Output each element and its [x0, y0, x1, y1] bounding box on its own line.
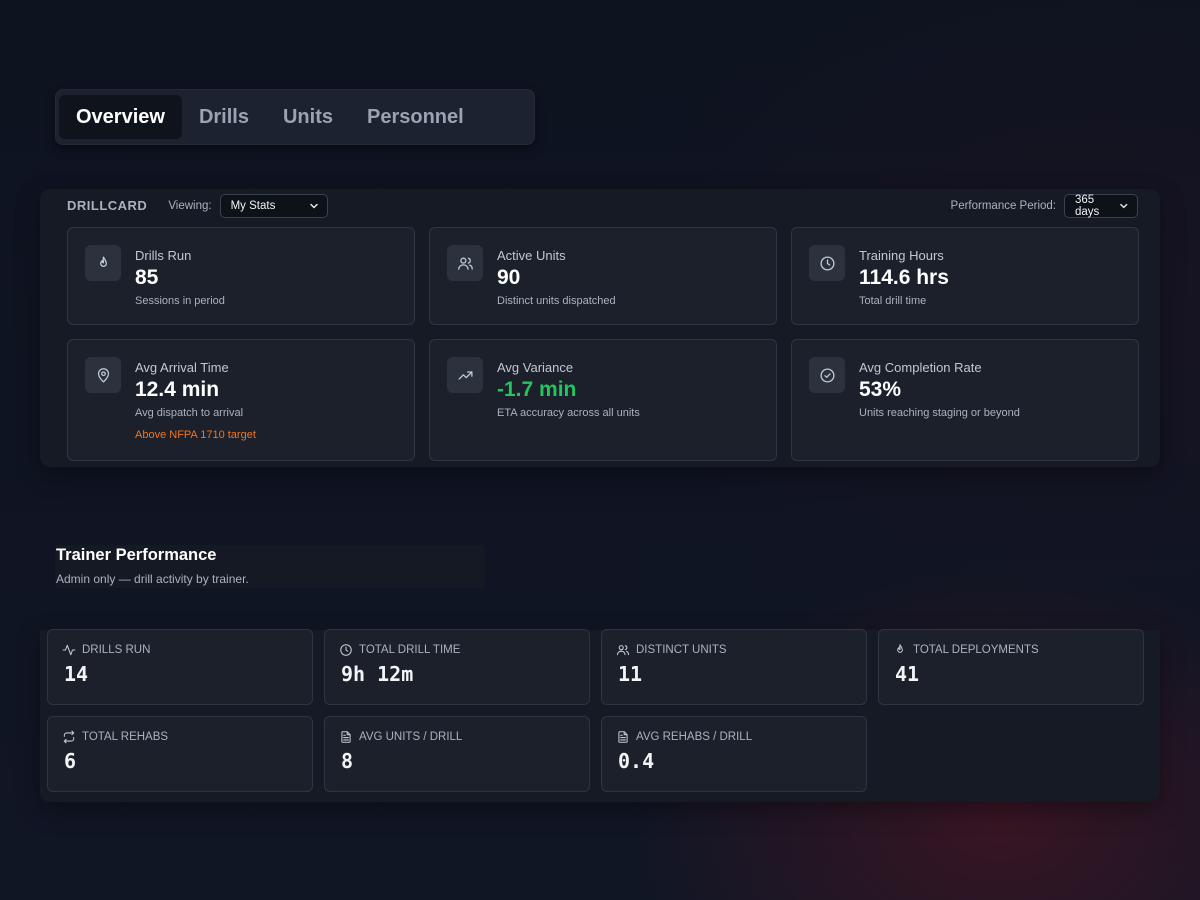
activity-icon: [62, 644, 76, 656]
period-select-value: 365 days: [1075, 193, 1100, 218]
metric-card-drills-run: DRILLS RUN 14: [47, 629, 313, 705]
clock-icon: [809, 245, 845, 281]
stat-card-avg-completion: Avg Completion Rate 53% Units reaching s…: [791, 339, 1139, 461]
metric-card-avg-units-per-drill: AVG UNITS / DRILL 8: [324, 716, 590, 792]
file-text-icon: [618, 731, 628, 743]
viewing-select[interactable]: My Stats: [219, 193, 328, 218]
warning-text: Above NFPA 1710 target: [135, 429, 256, 441]
stat-subtitle: Distinct units dispatched: [497, 295, 616, 307]
main-tabs: Overview Drills Units Personnel: [55, 89, 535, 145]
stat-value: 90: [497, 266, 521, 289]
metric-label: DISTINCT UNITS: [616, 643, 727, 657]
repeat-icon: [63, 730, 75, 744]
stat-label: Active Units: [497, 248, 566, 263]
stat-subtitle: Sessions in period: [135, 295, 225, 307]
period-label: Performance Period:: [950, 199, 1056, 212]
viewing-select-value: My Stats: [230, 199, 276, 212]
stat-card-avg-variance: Avg Variance -1.7 min ETA accuracy acros…: [429, 339, 777, 461]
period-select[interactable]: 365 days: [1064, 193, 1138, 218]
metric-card-total-deployments: TOTAL DEPLOYMENTS 41: [878, 629, 1144, 705]
users-icon: [447, 245, 483, 281]
metric-label: AVG REHABS / DRILL: [616, 730, 752, 744]
stat-value: -1.7 min: [497, 378, 577, 401]
stat-card-drills-run: Drills Run 85 Sessions in period: [67, 227, 415, 325]
trending-up-icon: [447, 357, 483, 393]
tab-overview[interactable]: Overview: [59, 95, 182, 139]
tab-units[interactable]: Units: [282, 105, 333, 128]
stat-card-active-units: Active Units 90 Distinct units dispatche…: [429, 227, 777, 325]
stat-subtitle: ETA accuracy across all units: [497, 407, 640, 419]
clock-icon: [340, 644, 352, 656]
file-text-icon: [341, 731, 351, 743]
stat-label: Drills Run: [135, 248, 192, 263]
metric-value: 14: [64, 662, 89, 686]
brand-title: DRILLCARD: [67, 198, 148, 213]
flame-icon: [897, 644, 903, 653]
map-pin-icon: [85, 357, 121, 393]
chevron-down-icon: [1120, 203, 1128, 208]
drillcard-panel: DRILLCARD Viewing: My Stats Performance …: [40, 189, 1160, 467]
metric-label: AVG UNITS / DRILL: [339, 730, 462, 744]
metric-label: TOTAL DRILL TIME: [339, 643, 460, 657]
metric-value: 0.4: [618, 749, 655, 773]
stat-subtitle: Units reaching staging or beyond: [859, 407, 1020, 419]
stat-label: Avg Completion Rate: [859, 360, 982, 375]
stat-label: Avg Variance: [497, 360, 574, 375]
stat-label: Training Hours: [859, 248, 944, 263]
stat-subtitle: Avg dispatch to arrival: [135, 407, 244, 419]
check-circle-icon: [809, 357, 845, 393]
metric-label: DRILLS RUN: [62, 643, 150, 657]
viewing-label: Viewing:: [168, 199, 212, 212]
metric-label: TOTAL REHABS: [62, 730, 168, 744]
stat-card-training-hours: Training Hours 114.6 hrs Total drill tim…: [791, 227, 1139, 325]
metric-card-total-rehabs: TOTAL REHABS 6: [47, 716, 313, 792]
stat-card-avg-arrival: Avg Arrival Time 12.4 min Avg dispatch t…: [67, 339, 415, 461]
section-subtitle: Admin only — drill activity by trainer.: [56, 572, 249, 586]
metric-label: TOTAL DEPLOYMENTS: [893, 643, 1039, 657]
metric-card-total-drill-time: TOTAL DRILL TIME 9h 12m: [324, 629, 590, 705]
chevron-down-icon: [309, 203, 318, 208]
stat-subtitle: Total drill time: [859, 295, 927, 307]
metric-value: 9h 12m: [341, 662, 414, 686]
metric-value: 8: [341, 749, 354, 773]
metric-value: 11: [618, 662, 643, 686]
stat-value: 53%: [859, 378, 902, 401]
section-title: Trainer Performance: [56, 546, 217, 564]
flame-icon: [85, 245, 121, 281]
trainer-section-header: Trainer Performance Admin only — drill a…: [55, 545, 485, 588]
users-icon: [616, 645, 630, 656]
stat-value: 114.6 hrs: [859, 266, 949, 289]
metric-value: 6: [64, 749, 77, 773]
metric-card-distinct-units: DISTINCT UNITS 11: [601, 629, 867, 705]
stat-value: 85: [135, 266, 159, 289]
metric-card-avg-rehabs-per-drill: AVG REHABS / DRILL 0.4: [601, 716, 867, 792]
trainer-metrics-panel: DRILLS RUN 14 TOTAL DRILL TIME 9h 12m DI…: [40, 629, 1160, 802]
tab-drills[interactable]: Drills: [198, 105, 249, 128]
stat-value: 12.4 min: [135, 378, 220, 401]
drillcard-header: DRILLCARD Viewing: My Stats Performance …: [67, 193, 1138, 218]
metric-value: 41: [895, 662, 920, 686]
stat-label: Avg Arrival Time: [135, 360, 229, 375]
tab-personnel[interactable]: Personnel: [366, 105, 464, 128]
